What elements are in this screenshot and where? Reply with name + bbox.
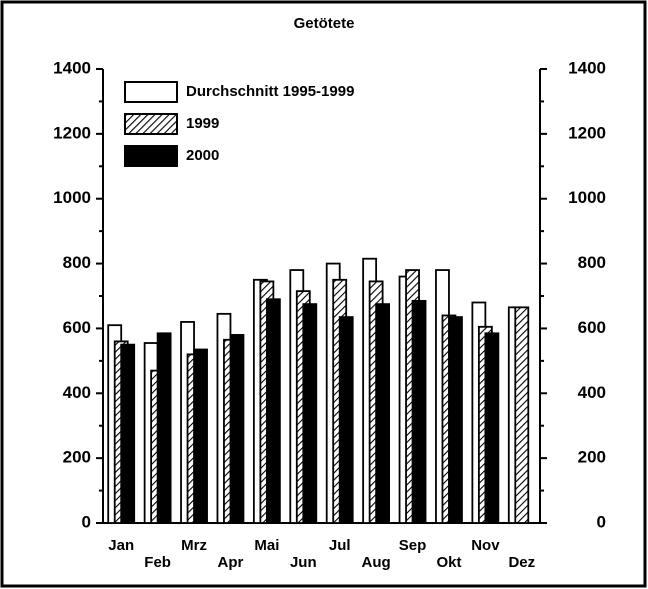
x-tick-label: Jan <box>108 537 134 554</box>
y-tick-label-right: 1400 <box>568 58 606 77</box>
bar <box>514 306 530 524</box>
y-tick-label: 200 <box>63 448 91 467</box>
x-tick-label: Aug <box>362 554 391 571</box>
y-tick-label: 1400 <box>53 58 91 77</box>
bar <box>338 316 354 524</box>
bar <box>193 348 208 524</box>
bar <box>156 332 172 524</box>
y-tick-label-right: 200 <box>578 448 606 467</box>
bar <box>448 316 463 524</box>
x-tick-label: Apr <box>218 554 244 571</box>
x-tick-label: Feb <box>144 554 171 571</box>
legend-swatch <box>124 81 178 103</box>
y-tick-label-right: 800 <box>578 253 606 272</box>
bar <box>229 334 245 524</box>
x-tick-label: Mrz <box>181 537 207 554</box>
y-tick-label: 800 <box>63 253 91 272</box>
chart-title: Getötete <box>294 15 355 32</box>
bar <box>120 343 136 524</box>
legend-label: Durchschnitt 1995-1999 <box>186 83 354 100</box>
x-tick-label: Nov <box>471 537 500 554</box>
y-tick-label: 600 <box>63 318 91 337</box>
bar <box>411 299 427 524</box>
x-tick-label: Okt <box>436 554 461 571</box>
y-tick-label: 1200 <box>53 123 91 142</box>
y-tick-label: 400 <box>63 383 91 402</box>
y-tick-label: 1000 <box>53 188 91 207</box>
legend-label: 1999 <box>186 115 219 132</box>
y-tick-label-right: 400 <box>578 383 606 402</box>
y-tick-label-right: 0 <box>597 512 606 531</box>
y-tick-label-right: 600 <box>578 318 606 337</box>
bar <box>302 303 318 524</box>
x-tick-label: Dez <box>508 554 535 571</box>
x-tick-label: Mai <box>254 537 279 554</box>
x-tick-label: Jul <box>329 537 351 554</box>
x-tick-label: Sep <box>399 537 427 554</box>
bar <box>265 298 281 524</box>
bar <box>484 332 500 524</box>
x-tick-label: Jun <box>290 554 317 571</box>
bar <box>375 303 391 524</box>
legend-label: 2000 <box>186 147 219 164</box>
legend-swatch <box>124 145 178 167</box>
y-tick-label-right: 1000 <box>568 188 606 207</box>
legend-swatch <box>124 113 178 135</box>
y-tick-label-right: 1200 <box>568 123 606 142</box>
y-tick-label: 0 <box>82 512 91 531</box>
